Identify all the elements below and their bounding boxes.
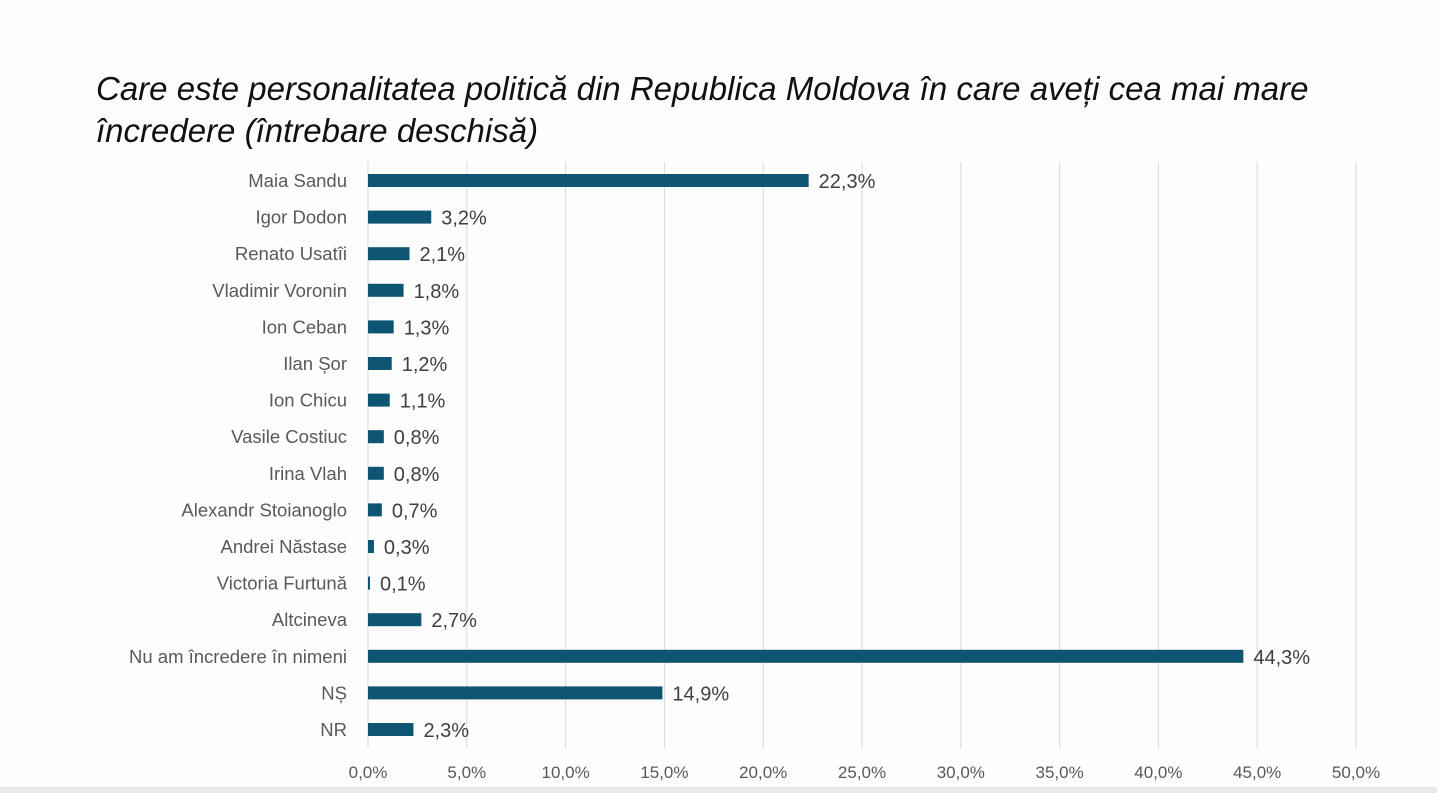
category-label: NȘ (321, 682, 347, 703)
bar (368, 723, 414, 736)
category-label: Ion Chicu (269, 390, 347, 411)
category-label: Igor Dodon (255, 207, 347, 228)
data-label: 0,1% (380, 574, 426, 596)
bar (368, 210, 432, 224)
x-tick-label: 45,0% (1233, 763, 1281, 782)
category-label: NR (320, 719, 347, 740)
bar (368, 174, 809, 187)
category-label: Alexandr Stoianoglo (181, 499, 347, 520)
category-label: Irina Vlah (269, 463, 347, 484)
category-label: Ion Ceban (262, 316, 347, 337)
category-label: Victoria Furtună (217, 573, 348, 594)
bar (368, 247, 410, 261)
x-tick-label: 30,0% (937, 763, 985, 782)
bar (368, 503, 382, 517)
data-label: 22,3% (819, 171, 876, 193)
bar (368, 576, 370, 590)
data-label: 0,8% (394, 464, 440, 486)
bar (368, 686, 663, 700)
bottom-strip (0, 787, 1437, 793)
bar (368, 283, 404, 297)
data-label: 3,2% (441, 208, 487, 230)
x-tick-label: 0,0% (349, 763, 388, 782)
data-label: 0,3% (384, 537, 430, 559)
data-label: 0,7% (392, 500, 438, 522)
bar (368, 540, 374, 553)
data-label: 2,1% (419, 244, 465, 266)
bar (368, 393, 390, 407)
bar (368, 466, 384, 480)
bar (368, 357, 392, 370)
category-label: Vladimir Voronin (212, 280, 347, 301)
category-label: Vasile Costiuc (231, 426, 347, 447)
category-label: Maia Sandu (248, 170, 347, 191)
data-label: 2,7% (431, 610, 477, 632)
data-label: 1,2% (402, 354, 448, 376)
bar (368, 320, 394, 334)
data-label: 2,3% (423, 720, 469, 742)
bar (368, 613, 422, 627)
x-tick-label: 40,0% (1134, 763, 1182, 782)
bar (368, 649, 1244, 663)
x-tick-label: 10,0% (541, 763, 589, 782)
x-tick-label: 25,0% (838, 763, 886, 782)
x-tick-label: 5,0% (447, 763, 486, 782)
category-label: Andrei Năstase (221, 536, 347, 557)
bar (368, 430, 384, 444)
category-label: Ilan Șor (283, 353, 347, 374)
x-tick-label: 20,0% (739, 763, 787, 782)
category-label: Altcineva (272, 609, 348, 630)
x-tick-label: 50,0% (1332, 763, 1380, 782)
category-label: Renato Usatîi (235, 243, 347, 264)
category-label: Nu am încredere în nimeni (129, 646, 347, 667)
data-label: 0,8% (394, 427, 440, 449)
data-label: 1,1% (400, 391, 446, 413)
data-label: 44,3% (1253, 647, 1310, 669)
data-label: 1,8% (414, 281, 460, 303)
data-label: 1,3% (404, 317, 450, 339)
chart-title: Care este personalitatea politică din Re… (96, 70, 1309, 149)
data-label: 14,9% (672, 683, 729, 705)
x-tick-label: 35,0% (1035, 763, 1083, 782)
x-tick-label: 15,0% (640, 763, 688, 782)
